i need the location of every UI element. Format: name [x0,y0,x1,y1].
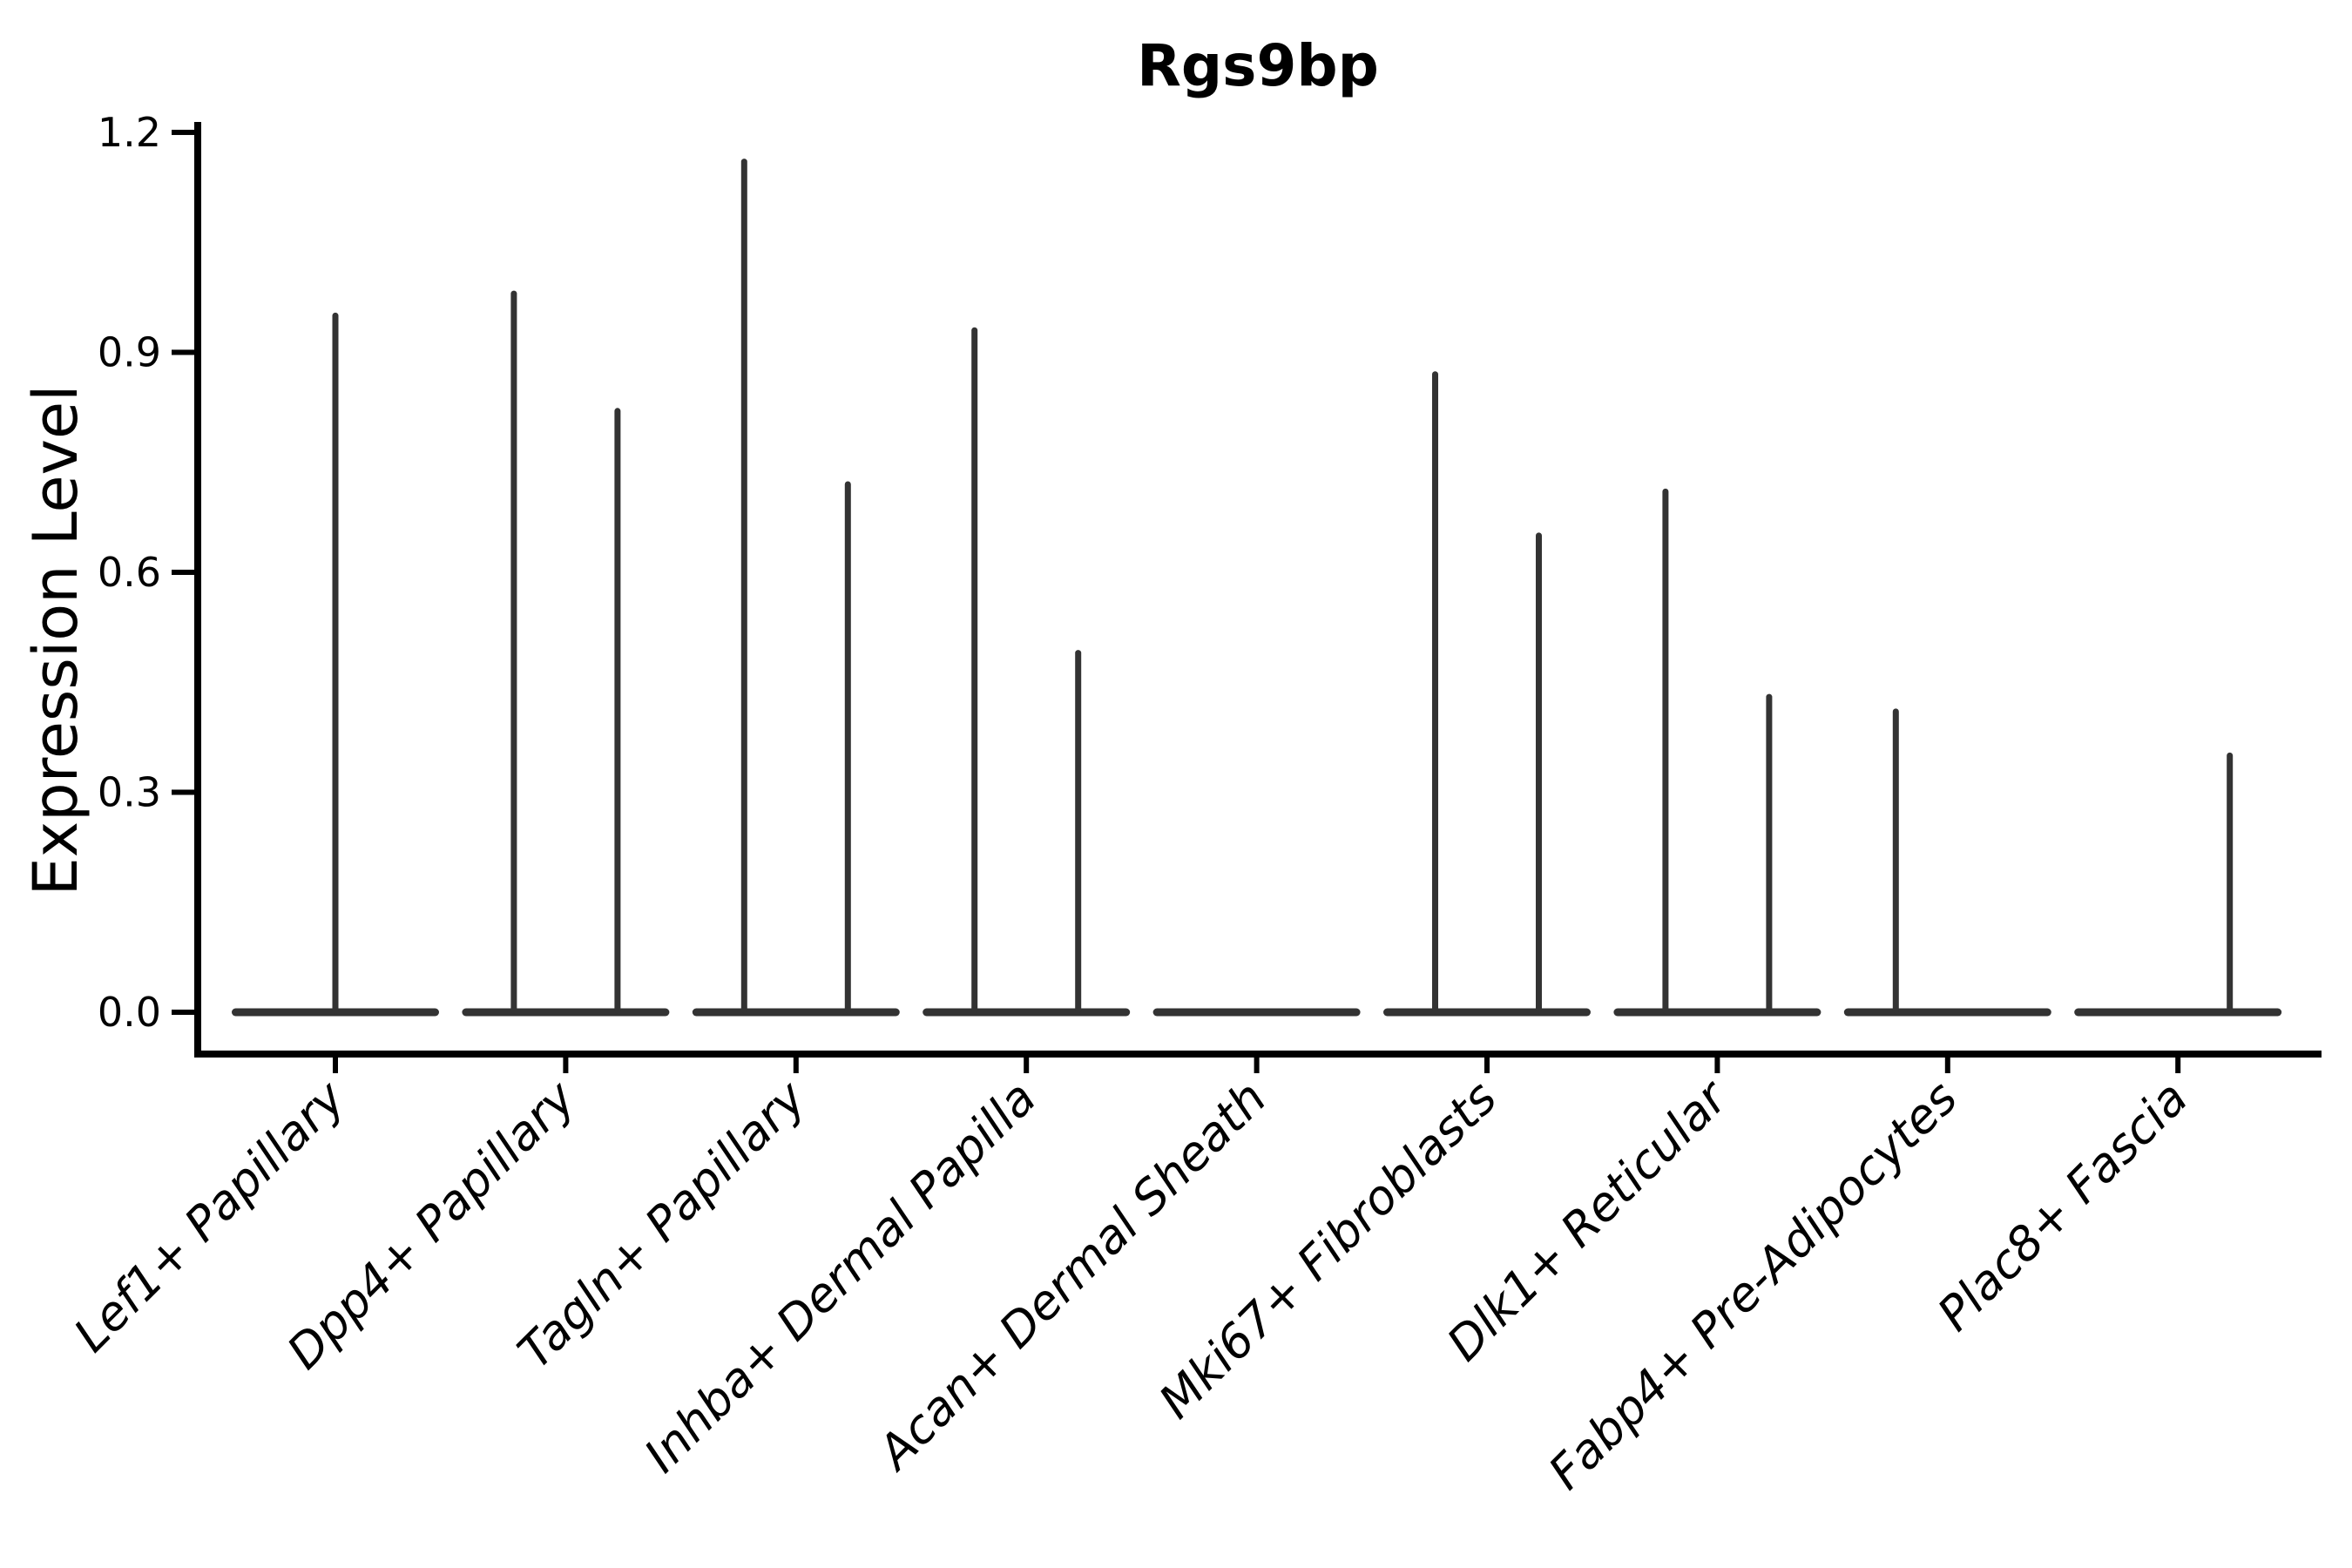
violin-baseline [462,1008,670,1017]
x-tick [1484,1058,1490,1073]
violin-baseline [1613,1008,1821,1017]
violin-baseline [1152,1008,1361,1017]
y-tick-label: 0.3 [98,768,161,815]
x-tick [2175,1058,2181,1073]
x-axis-category-label: Fabp4+ Pre-Adipocytes [1538,1071,1968,1500]
violin-group [1613,488,1821,1017]
x-tick [333,1058,338,1073]
violin-group [1383,371,1591,1017]
x-axis-category-label: Acan+ Dermal Sheath [866,1071,1277,1482]
y-tick [172,129,194,135]
y-tick-label: 0.6 [98,549,161,596]
violin-group [1152,1008,1361,1017]
x-tick [1944,1058,1950,1073]
violin-baseline [692,1008,900,1017]
y-axis: 0.0 0.3 0.6 0.9 1.2 [98,109,201,1058]
x-tick [563,1058,569,1073]
y-axis-spine [194,122,201,1058]
x-axis-spine [194,1051,2322,1058]
x-tick [1254,1058,1260,1073]
violin-group [232,312,439,1017]
violin-group [692,159,900,1017]
violin-group [923,327,1131,1017]
violin-group [2074,752,2282,1017]
violin-group [462,290,670,1017]
y-tick-label: 0.9 [98,328,161,375]
x-tick [1714,1058,1720,1073]
y-axis-label: Expression Level [20,384,91,896]
x-axis-category-label: Plac8+ Fascia [1927,1071,2198,1342]
violin-baseline [1843,1008,2051,1017]
y-tick [172,789,194,795]
y-tick [172,349,194,355]
violin-group [1843,708,2051,1017]
y-tick-label: 1.2 [98,109,161,156]
y-tick [172,569,194,575]
x-tick [793,1058,799,1073]
y-tick [172,1010,194,1015]
violin-baseline [2074,1008,2282,1017]
violin-baseline [1383,1008,1591,1017]
violin-baseline [923,1008,1131,1017]
y-tick-label: 0.0 [98,989,161,1036]
x-axis-category-label: Inhba+ Dermal Papilla [634,1071,1047,1484]
x-tick [1024,1058,1030,1073]
plot-title: Rgs9bp [1137,32,1379,99]
violin-series [232,159,2282,1017]
